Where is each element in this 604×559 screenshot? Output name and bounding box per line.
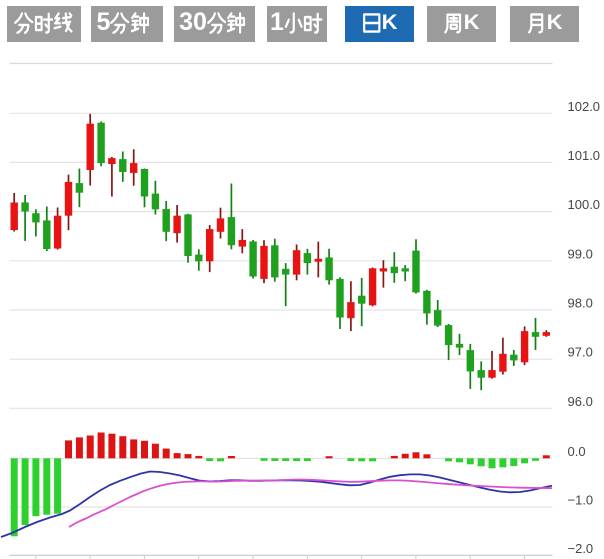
svg-text:−2.0: −2.0 xyxy=(568,541,594,556)
svg-text:98.0: 98.0 xyxy=(568,296,593,311)
svg-text:101.0: 101.0 xyxy=(568,148,601,163)
svg-text:0.0: 0.0 xyxy=(568,444,586,459)
svg-text:97.0: 97.0 xyxy=(568,345,593,360)
svg-text:99.0: 99.0 xyxy=(568,246,593,261)
svg-text:−1.0: −1.0 xyxy=(568,493,594,508)
svg-text:96.0: 96.0 xyxy=(568,394,593,409)
svg-text:100.0: 100.0 xyxy=(568,197,601,212)
svg-text:102.0: 102.0 xyxy=(568,99,601,114)
